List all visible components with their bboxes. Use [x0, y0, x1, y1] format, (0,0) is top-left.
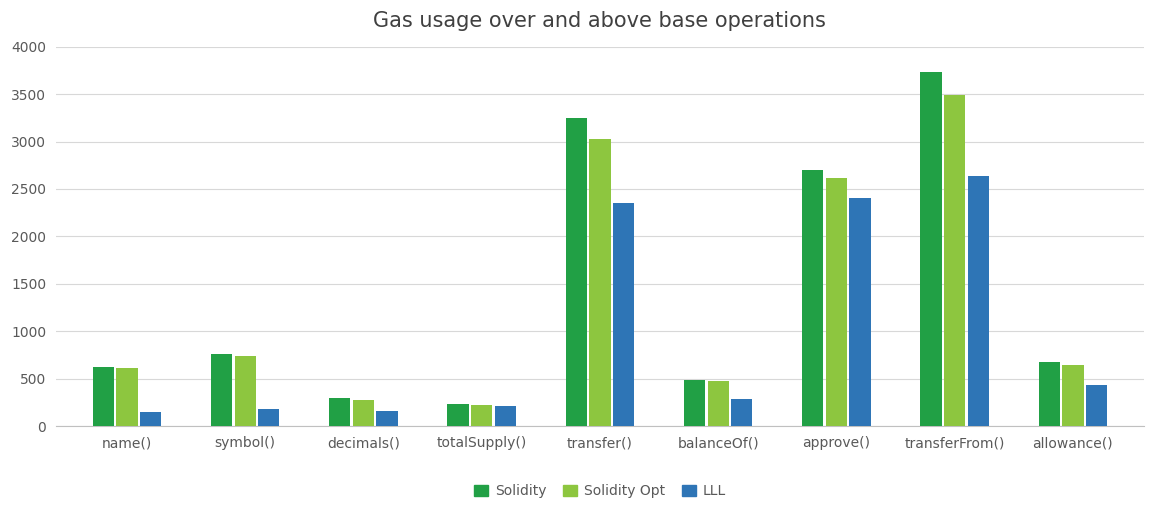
Bar [1086, 385, 1108, 426]
Bar [731, 399, 752, 426]
Bar [921, 72, 941, 426]
Bar [447, 404, 469, 426]
Bar [92, 367, 114, 426]
Bar [259, 409, 280, 426]
Bar [826, 178, 847, 426]
Bar [377, 411, 397, 426]
Bar [1038, 362, 1060, 426]
Bar [684, 380, 706, 426]
Bar [613, 203, 634, 426]
Bar [849, 199, 871, 426]
Bar [944, 95, 966, 426]
Bar [566, 118, 587, 426]
Bar [140, 412, 162, 426]
Bar [234, 356, 255, 426]
Legend: Solidity, Solidity Opt, LLL: Solidity, Solidity Opt, LLL [469, 479, 731, 504]
Bar [802, 170, 824, 426]
Bar [471, 405, 492, 426]
Bar [589, 139, 611, 426]
Bar [1063, 365, 1083, 426]
Bar [211, 354, 232, 426]
Bar [708, 381, 729, 426]
Bar [968, 176, 989, 426]
Bar [352, 400, 374, 426]
Bar [329, 398, 350, 426]
Title: Gas usage over and above base operations: Gas usage over and above base operations [373, 11, 826, 31]
Bar [117, 369, 137, 426]
Bar [494, 406, 516, 426]
